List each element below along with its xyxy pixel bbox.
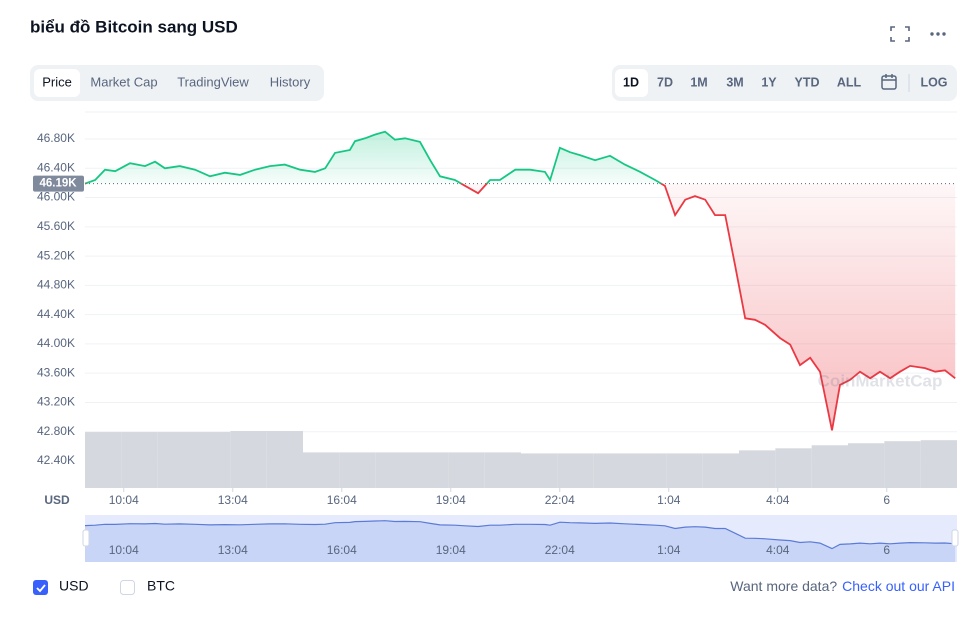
y-axis-label: USD [44,493,70,507]
range-button[interactable]: 1D [623,75,639,89]
x-tick-label: 10:04 [109,493,139,507]
navigator-area [85,520,956,562]
checkmark [36,584,46,593]
volume-bar [521,453,558,488]
volume-bar [702,453,739,488]
volume-bar [339,452,376,488]
range-button[interactable]: YTD [795,75,820,89]
toggle-label[interactable]: USD [59,578,89,594]
footer: Want more data? Check out our API [730,578,955,594]
volume-bar [121,432,158,488]
volume-bar [630,453,667,488]
tab[interactable]: Price [42,74,72,89]
y-tick-label: 45.20K [37,248,75,262]
y-tick-label: 42.40K [37,453,75,467]
x-tick-label: 16:04 [327,493,357,507]
navigator-tick-label: 6 [883,543,890,557]
y-tick-label: 44.40K [37,307,75,321]
y-tick-label: 42.80K [37,424,75,438]
calendar-icon[interactable] [881,74,897,90]
x-tick-label: 6 [883,493,890,507]
footer-prompt: Want more data? [730,578,837,594]
x-tick-label: 1:04 [657,493,681,507]
volume-bar [484,452,521,488]
more-icon[interactable] [930,32,946,36]
tab[interactable]: Market Cap [90,74,157,89]
navigator-handle[interactable] [951,529,959,547]
volume-bar [448,452,485,488]
volume-bar [375,452,412,488]
volume-bar [412,452,449,488]
volume-bar [811,445,848,488]
navigator-tick-label: 10:04 [109,543,139,557]
range-button[interactable]: 1M [690,75,707,89]
x-tick-label: 22:04 [545,493,575,507]
navigator-tick-label: 1:04 [657,543,681,557]
price-line [84,130,956,431]
y-tick-label: 43.60K [37,365,75,379]
y-tick-label: 46.40K [37,160,75,174]
volume-bar [303,452,340,488]
navigator-tick-label: 19:04 [436,543,466,557]
checkbox-unchecked[interactable] [120,580,135,595]
volume-bar [739,450,776,488]
active-range [615,69,648,97]
navigator-tick-label: 13:04 [218,543,248,557]
y-tick-label: 46.00K [37,190,75,204]
volume-bar [593,453,630,488]
volume-bar [230,431,267,488]
volume-bar [848,443,885,488]
y-tick-label: 44.00K [37,336,75,350]
volume-bar [85,432,122,488]
range-group [612,65,957,101]
tab[interactable]: History [270,74,311,89]
navigator-tick-label: 22:04 [545,543,575,557]
volume-bar [666,453,703,488]
tab-group [30,65,324,101]
volume-bar [920,440,957,488]
navigator-line [84,520,956,550]
price-area [85,131,956,431]
api-link[interactable]: Check out our API [842,578,955,594]
y-tick-label: 45.60K [37,219,75,233]
active-tab [34,69,80,97]
toggle-label[interactable]: BTC [147,578,175,594]
range-button[interactable]: 7D [657,75,673,89]
reference-label: 46.19K [39,178,77,190]
volume-bar [775,448,812,488]
chart-title: biểu đồ Bitcoin sang USD [30,17,238,36]
navigator-tick-label: 4:04 [766,543,790,557]
fullscreen-icon[interactable] [890,26,910,42]
x-tick-label: 4:04 [766,493,790,507]
navigator-handle[interactable] [82,529,90,547]
y-tick-label: 46.80K [37,131,75,145]
range-button[interactable]: 1Y [761,75,777,89]
volume-bar [884,441,921,488]
x-tick-label: 13:04 [218,493,248,507]
range-button[interactable]: ALL [837,75,862,89]
navigator-tick-label: 16:04 [327,543,357,557]
y-tick-label: 44.80K [37,278,75,292]
volume-bar [157,432,194,488]
x-tick-label: 19:04 [436,493,466,507]
tab[interactable]: TradingView [177,74,249,89]
checkbox-checked[interactable] [33,580,48,595]
range-button[interactable]: 3M [726,75,743,89]
y-tick-label: 43.20K [37,395,75,409]
log-button[interactable]: LOG [920,75,947,89]
reference-tag [33,175,84,192]
volume-bar [194,432,231,488]
watermark: CoinMarketCap [818,371,943,390]
volume-bar [557,453,594,488]
volume-bar [266,431,303,488]
